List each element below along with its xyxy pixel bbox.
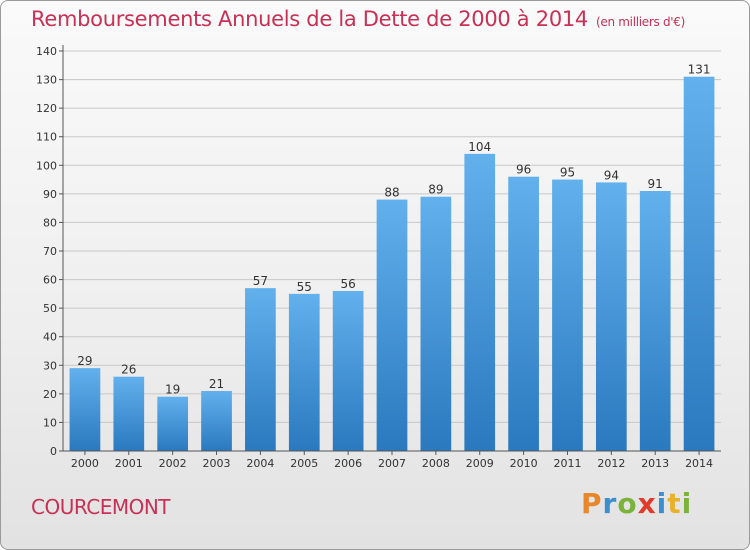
bar-2008: [420, 196, 452, 451]
y-tick-label: 110: [36, 131, 57, 144]
x-tick-label: 2007: [378, 457, 406, 470]
bar-2010: [508, 176, 539, 451]
x-tick-label: 2004: [246, 457, 274, 470]
axes: 0 10 20 30 40 50 60 70 80 90 100 110 120 130 140 2000 20…: [36, 45, 721, 470]
bar-2001: [113, 376, 145, 451]
bar-value-label: 57: [253, 274, 268, 288]
y-tick-label: 80: [43, 216, 57, 229]
bar-2014: [683, 76, 715, 451]
bar-value-label: 26: [121, 363, 136, 377]
y-tick-label: 30: [43, 359, 57, 372]
bar-2012: [595, 182, 627, 451]
y-tick-label: 50: [43, 302, 57, 315]
y-tick-label: 40: [43, 331, 57, 344]
bar-value-label: 21: [209, 377, 224, 391]
chart-title: Remboursements Annuels de la Dette de 20…: [31, 7, 685, 31]
bar-value-label: 91: [648, 177, 663, 191]
x-tick-label: 2006: [334, 457, 362, 470]
bar-2000: [69, 368, 101, 451]
bar-2009: [464, 153, 496, 451]
x-tick-label: 2002: [159, 457, 187, 470]
bar-2013: [639, 191, 671, 451]
y-tick-label: 60: [43, 274, 57, 287]
logo-letter: o: [617, 487, 638, 520]
y-tick-label: 90: [43, 188, 57, 201]
logo-letter: t: [667, 487, 682, 520]
logo-letter: x: [637, 487, 657, 520]
x-tick-label: 2012: [597, 457, 625, 470]
bar-2003: [201, 391, 232, 451]
y-tick-label: 70: [43, 245, 57, 258]
x-tick-label: 2008: [422, 457, 450, 470]
logo-letter: i: [656, 487, 668, 520]
proxiti-logo: Proxiti: [581, 487, 692, 520]
bar-value-label: 131: [688, 63, 711, 77]
y-tick-label: 130: [36, 74, 57, 87]
y-tick-label: 140: [36, 45, 57, 58]
bar-value-label: 96: [516, 163, 531, 177]
logo-letter: i: [681, 487, 693, 520]
y-tick-label: 0: [50, 445, 57, 458]
bar-value-label: 94: [604, 168, 619, 182]
y-tick-label: 20: [43, 388, 57, 401]
x-tick-label: 2001: [115, 457, 143, 470]
bar-value-label: 95: [560, 166, 575, 180]
logo-letter: P: [581, 487, 603, 520]
chart-title-unit: (en milliers d'€): [596, 15, 686, 29]
bars: 29 26 19 21 57 55 56 88 89 104 96 95 94 91 131: [69, 63, 715, 452]
y-tick-label: 100: [36, 159, 57, 172]
bar-value-label: 88: [384, 186, 399, 200]
x-tick-label: 2010: [510, 457, 538, 470]
x-tick-label: 2009: [466, 457, 494, 470]
bar-2004: [245, 288, 276, 451]
bar-value-label: 55: [297, 280, 312, 294]
bar-2005: [288, 293, 320, 451]
bar-2011: [552, 179, 583, 452]
chart-title-text: Remboursements Annuels de la Dette de 20…: [31, 7, 588, 31]
y-tick-label: 120: [36, 102, 57, 115]
bar-2006: [332, 291, 364, 451]
bar-value-label: 19: [165, 383, 180, 397]
bar-2007: [376, 199, 408, 451]
x-tick-label: 2003: [203, 457, 231, 470]
x-tick-label: 2014: [685, 457, 713, 470]
bar-value-label: 104: [468, 140, 491, 154]
commune-name: COURCEMONT: [31, 495, 171, 519]
x-tick-label: 2011: [553, 457, 581, 470]
logo-letter: r: [602, 487, 618, 520]
bar-value-label: 56: [340, 277, 355, 291]
bar-value-label: 29: [77, 354, 92, 368]
x-tick-label: 2000: [71, 457, 99, 470]
y-tick-label: 10: [43, 416, 57, 429]
bar-value-label: 89: [428, 183, 443, 197]
bar-2002: [157, 396, 189, 451]
x-tick-label: 2005: [290, 457, 318, 470]
x-tick-label: 2013: [641, 457, 669, 470]
